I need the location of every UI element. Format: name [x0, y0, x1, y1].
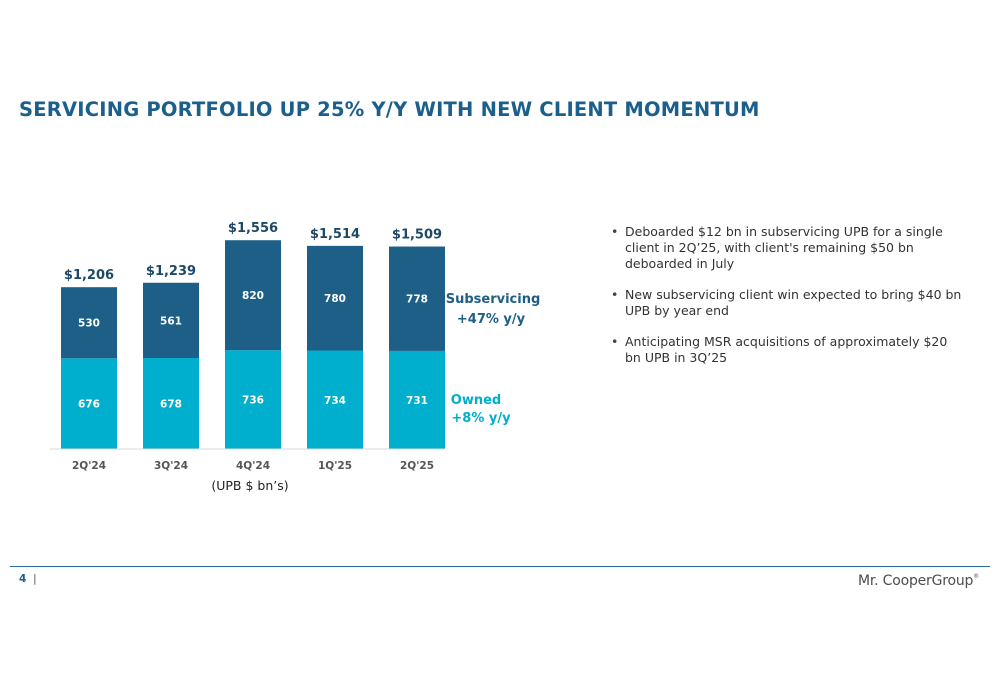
bullet-list: • Deboarded $12 bn in subservicing UPB fo… [609, 224, 964, 381]
bar-owned [389, 350, 445, 449]
bar-subservicing [307, 245, 363, 351]
slide-title: SERVICING PORTFOLIO UP 25% Y/Y WITH NEW … [19, 98, 760, 121]
x-tick-label: 4Q'24 [236, 460, 270, 472]
x-tick-label: 2Q'24 [72, 460, 106, 472]
bar-owned [225, 350, 281, 449]
x-tick-label: 2Q'25 [400, 460, 434, 472]
bullet-item: • Deboarded $12 bn in subservicing UPB fo… [609, 224, 964, 272]
data-label-subservicing: 530 [78, 318, 100, 330]
bullet-text: New subservicing client win expected to … [625, 287, 962, 318]
bar-subservicing [225, 240, 281, 351]
bullet-text: Deboarded $12 bn in subservicing UPB for… [625, 224, 943, 271]
bullet-item: • New subservicing client win expected to… [609, 287, 964, 319]
bullet-marker: • [611, 334, 619, 349]
bar-owned [143, 358, 199, 449]
logo-text: Mr. CooperGroup [858, 573, 974, 589]
data-label-subservicing: 561 [160, 315, 182, 327]
total-label: $1,206 [64, 268, 114, 283]
x-axis-label: (UPB $ bn’s) [211, 478, 288, 493]
bar-owned [307, 350, 363, 449]
data-label-owned: 736 [242, 395, 264, 407]
bar-subservicing [61, 287, 117, 359]
page-number: 4 [19, 573, 27, 585]
data-label-owned: 731 [406, 395, 428, 407]
data-label-subservicing: 780 [324, 293, 346, 305]
bar-owned [61, 358, 117, 449]
annotation-owned-name: Owned [451, 393, 501, 408]
annotation-owned-change: +8% y/y [451, 411, 511, 426]
data-label-subservicing: 778 [406, 294, 428, 306]
total-label: $1,239 [146, 264, 196, 279]
bullet-item: • Anticipating MSR acquisitions of approx… [609, 334, 964, 366]
data-label-subservicing: 820 [242, 290, 264, 302]
annotation-subservicing-change: +47% y/y [457, 312, 526, 327]
total-label: $1,509 [392, 228, 442, 243]
footer-divider [10, 566, 990, 567]
company-logo: Mr. CooperGroup® [858, 573, 979, 589]
data-label-owned: 678 [160, 399, 182, 411]
total-label: $1,556 [228, 221, 278, 236]
bullet-marker: • [611, 224, 619, 239]
bullet-marker: • [611, 287, 619, 302]
annotation-subservicing-name: Subservicing [446, 292, 541, 307]
stacked-bar-chart: 676 530 $1,206 2Q'24 678 561 $1,239 3Q'24 736 820… [50, 221, 541, 493]
data-label-owned: 676 [78, 399, 100, 411]
bar-subservicing [143, 282, 199, 359]
bar-subservicing [389, 246, 445, 351]
logo-trademark: ® [973, 573, 980, 580]
x-tick-label: 3Q'24 [154, 460, 188, 472]
total-label: $1,514 [310, 227, 360, 242]
page-separator: | [33, 572, 37, 585]
x-tick-label: 1Q'25 [318, 460, 352, 472]
bullet-text: Anticipating MSR acquisitions of approxi… [625, 334, 948, 365]
data-label-owned: 734 [324, 395, 346, 407]
